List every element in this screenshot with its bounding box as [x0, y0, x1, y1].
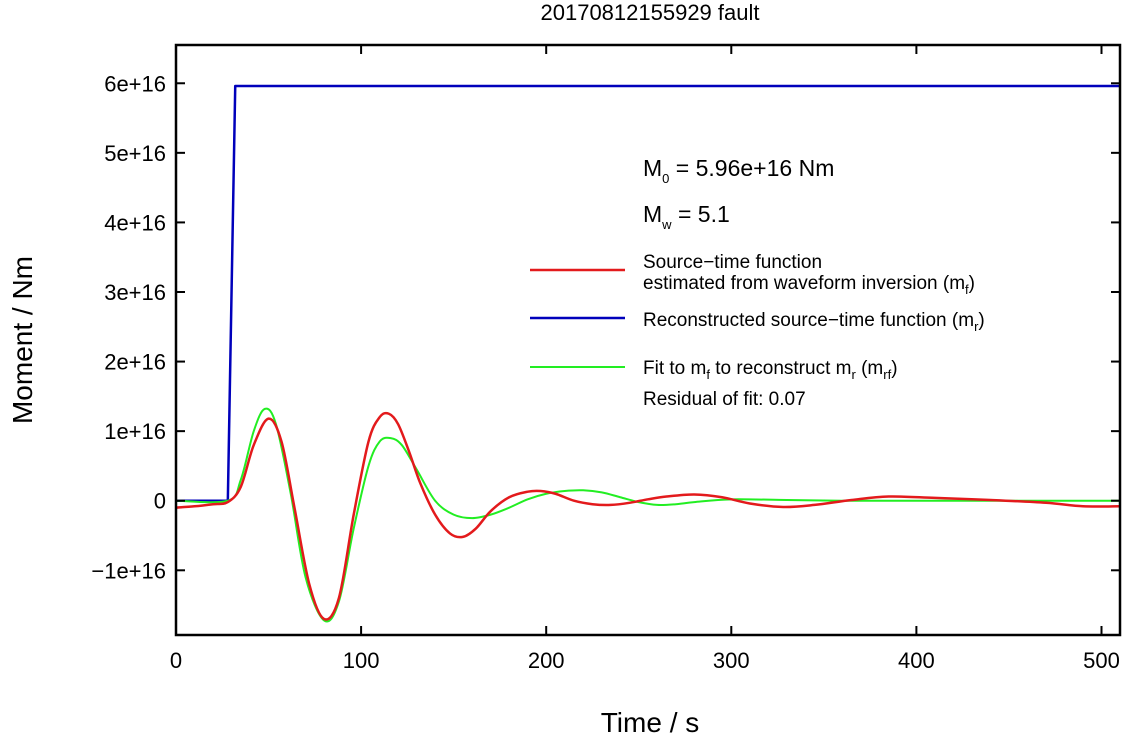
legend: Source−time function estimated from wave…: [530, 252, 985, 410]
y-tick-label: 0: [154, 489, 166, 514]
legend-entry-green-sub1: f: [706, 367, 710, 382]
legend-entry-green-mid2: (m: [856, 358, 883, 379]
y-tick-label: −1e+16: [91, 558, 166, 583]
moment-magnitude-annotation: Mw = 5.1: [643, 201, 730, 232]
legend-entry-red-post: ): [969, 273, 975, 294]
legend-entry-green-mid: to reconstruct m: [710, 358, 852, 379]
x-tick-label: 400: [898, 648, 935, 673]
legend-entry-red-line1: Source−time function: [643, 252, 822, 273]
y-tick-label: 5e+16: [104, 141, 166, 166]
legend-entry-red-line2: estimated from waveform inversion (mf): [643, 273, 975, 297]
series-layer: [176, 84, 1120, 623]
legend-entry-blue-sub: r: [974, 319, 979, 334]
plot-frame: [174, 43, 1122, 637]
x-tick-label: 200: [528, 648, 565, 673]
seismic-moment-annotation: M0 = 5.96e+16 Nm: [643, 155, 834, 186]
legend-entry-blue: Reconstructed source−time function (mr): [643, 310, 985, 334]
x-tick-label: 100: [343, 648, 380, 673]
legend-entry-blue-post: ): [978, 310, 984, 331]
legend-entry-green-post: ): [891, 358, 897, 379]
y-axis-ticks: −1e+16 0 1e+16 2e+16 3e+16 4e+16 5e+16 6e+16: [91, 71, 1120, 583]
chart-title: 20170812155929 fault: [541, 0, 760, 25]
y-tick-label: 3e+16: [104, 280, 166, 305]
series-line-mrf: [176, 407, 1120, 623]
mw-value: = 5.1: [672, 201, 730, 227]
legend-entry-green-pre: Fit to m: [643, 358, 706, 379]
m0-value: = 5.96e+16 Nm: [669, 155, 834, 181]
x-axis-label: Time / s: [601, 707, 700, 736]
m0-subscript: 0: [662, 171, 669, 186]
x-tick-label: 0: [170, 648, 182, 673]
legend-entry-blue-text: Reconstructed source−time function (m: [643, 310, 974, 331]
x-tick-label: 500: [1083, 648, 1120, 673]
x-tick-label: 300: [713, 648, 750, 673]
legend-entry-green: Fit to mf to reconstruct mr (mrf): [643, 358, 898, 382]
y-tick-label: 2e+16: [104, 350, 166, 375]
series-line-mf: [176, 411, 1120, 621]
y-tick-label: 4e+16: [104, 210, 166, 235]
legend-entry-red-text: estimated from waveform inversion (m: [643, 273, 965, 294]
x-axis-ticks: 0 100 200 300 400 500: [170, 45, 1120, 673]
legend-entry-red-sub: f: [965, 282, 969, 297]
mw-symbol: M: [643, 201, 662, 227]
y-tick-label: 1e+16: [104, 419, 166, 444]
y-tick-label: 6e+16: [104, 71, 166, 96]
mw-subscript: w: [661, 217, 672, 232]
residual-annotation: Residual of fit: 0.07: [643, 389, 806, 410]
m0-symbol: M: [643, 155, 662, 181]
y-axis-label: Moment / Nm: [7, 256, 38, 424]
legend-entry-green-sub2: r: [851, 367, 856, 382]
series-line-mr: [176, 84, 1120, 502]
legend-entry-green-sub3: rf: [883, 367, 891, 382]
